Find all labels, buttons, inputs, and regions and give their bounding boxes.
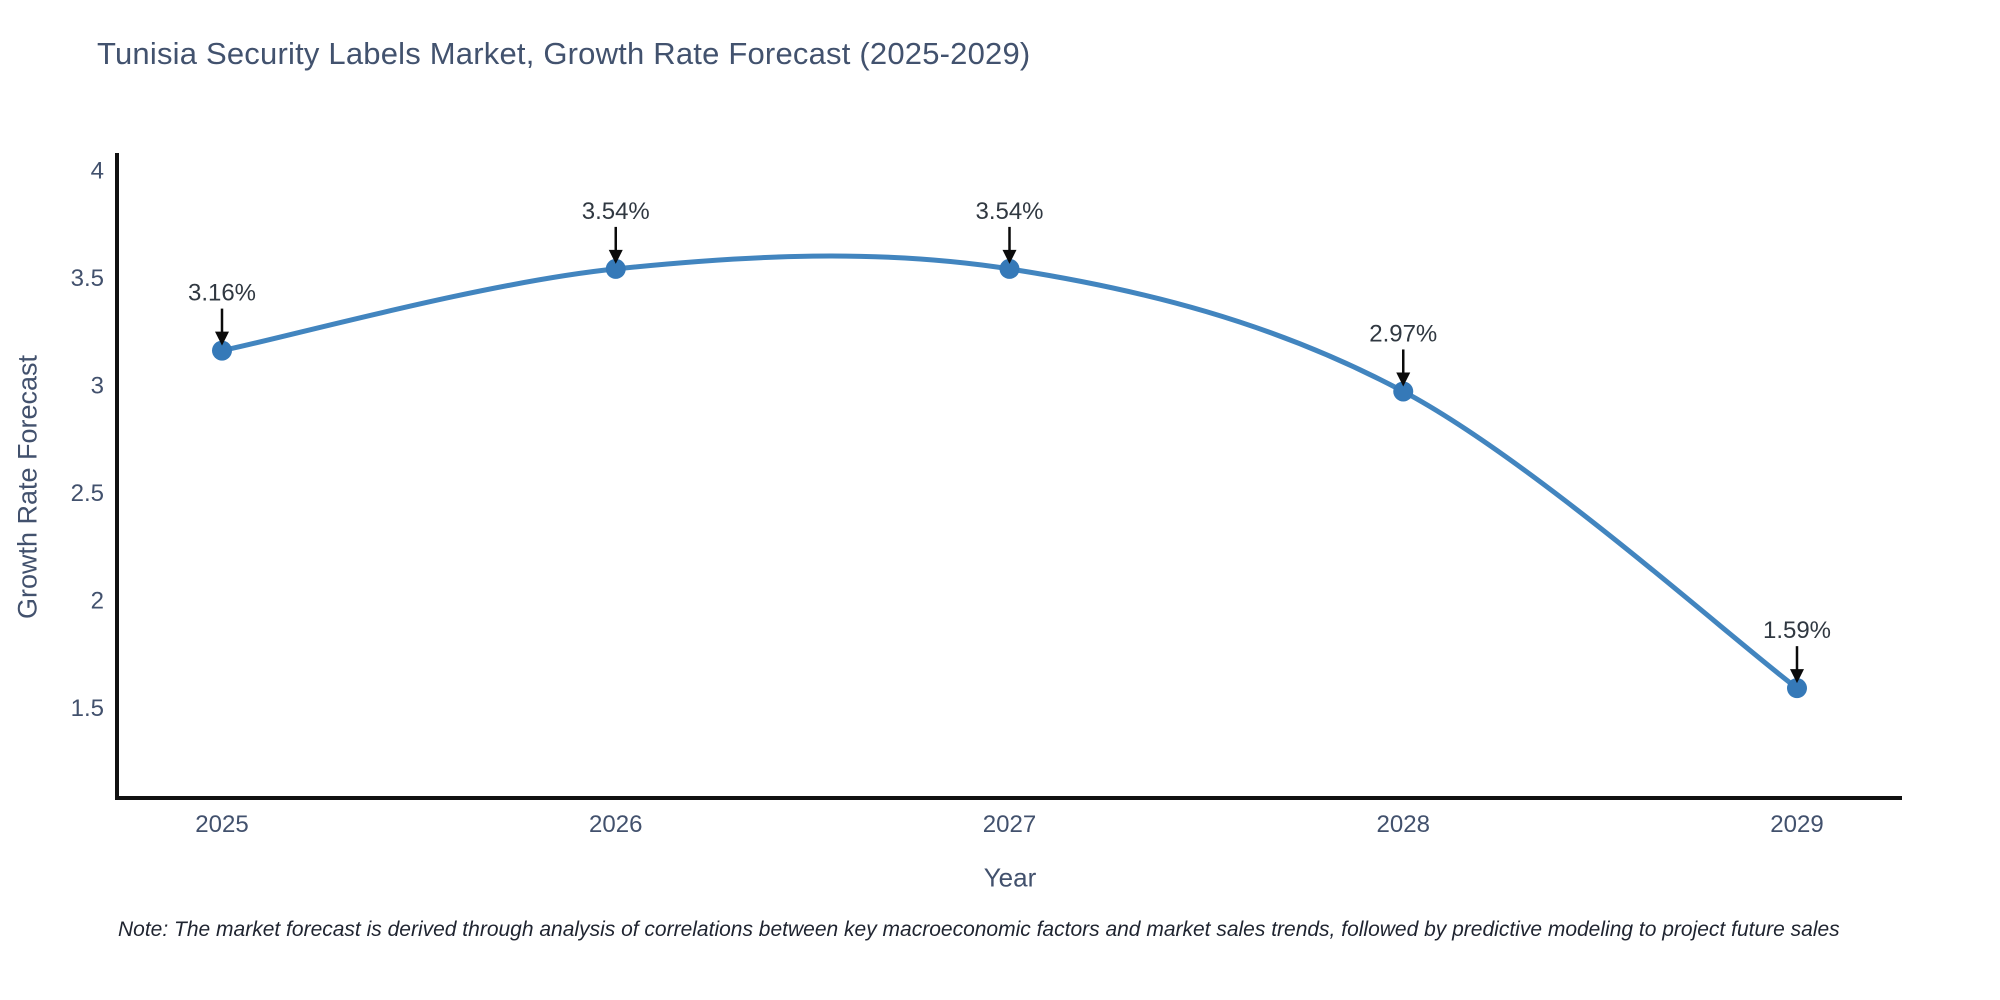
y-tick-label: 3.5 <box>71 265 104 292</box>
data-point-label: 2.97% <box>1369 320 1437 347</box>
axes-lines <box>115 153 1902 800</box>
y-tick-label: 2 <box>91 588 104 615</box>
y-tick-label: 4 <box>91 158 104 185</box>
y-tick-label: 3 <box>91 373 104 400</box>
x-axis-title: Year <box>983 862 1037 893</box>
x-tick-label: 2025 <box>195 811 248 838</box>
x-tick-label: 2026 <box>589 811 642 838</box>
annotation-arrowhead <box>608 249 623 264</box>
annotation-arrowhead <box>1790 669 1804 684</box>
data-point-label: 3.54% <box>582 198 650 225</box>
data-point-label: 3.54% <box>975 198 1043 225</box>
annotation-arrowhead <box>1396 372 1411 387</box>
chart-title: Tunisia Security Labels Market, Growth R… <box>97 36 1031 71</box>
data-point-2028[interactable] <box>1393 381 1414 402</box>
y-tick-label: 1.5 <box>71 695 104 722</box>
data-point-label: 3.16% <box>188 280 256 307</box>
data-point-2027[interactable] <box>999 258 1020 279</box>
data-point-2026[interactable] <box>605 258 626 279</box>
annotation-arrowhead <box>215 331 229 346</box>
x-tick-label: 2028 <box>1377 811 1430 838</box>
data-point-2025[interactable] <box>212 340 232 361</box>
footnote: Note: The market forecast is derived thr… <box>118 918 1840 941</box>
data-point-label: 1.59% <box>1763 617 1831 644</box>
data-point-2029[interactable] <box>1787 678 1807 699</box>
x-tick-label: 2027 <box>983 811 1036 838</box>
x-tick-label: 2029 <box>1770 811 1823 838</box>
annotation-arrowhead <box>1002 249 1017 264</box>
y-tick-label: 2.5 <box>71 480 104 507</box>
forecast-line <box>219 253 1800 691</box>
y-axis-title: Growth Rate Forecast <box>12 354 43 620</box>
